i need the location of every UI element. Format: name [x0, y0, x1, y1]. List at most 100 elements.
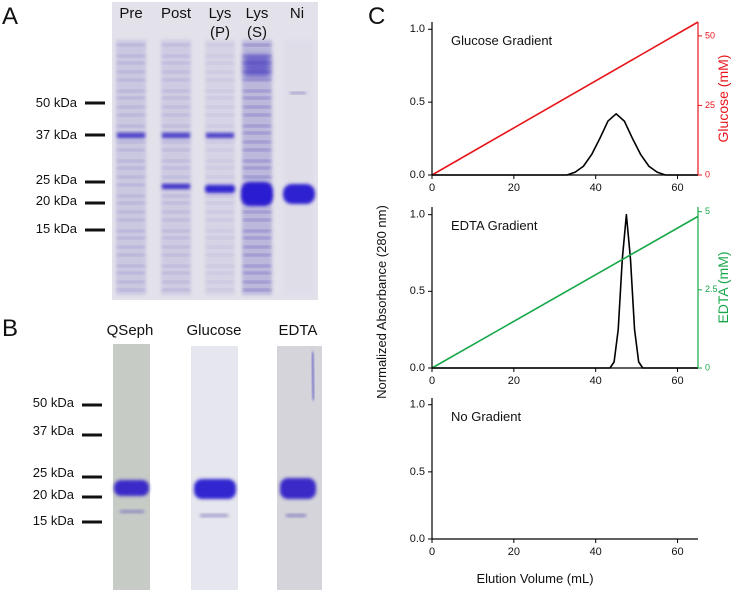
- faint-band: [117, 149, 145, 151]
- marker-label: 20 kDa: [33, 487, 75, 502]
- band: [283, 184, 315, 204]
- faint-band: [243, 97, 271, 99]
- faint-band: [117, 90, 145, 92]
- faint-band: [162, 97, 190, 99]
- annotation: No Gradient: [451, 409, 521, 424]
- faint-band: [206, 141, 234, 143]
- faint-band: [162, 114, 190, 116]
- faint-band: [117, 167, 145, 169]
- faint-band: [117, 160, 145, 162]
- faint-band: [162, 195, 190, 197]
- gel-b-lane: [277, 346, 322, 590]
- x-axis-label: Elution Volume (mL): [476, 571, 593, 586]
- x-tick-label: 20: [508, 375, 520, 387]
- faint-band: [206, 125, 234, 127]
- marker-label: 15 kDa: [36, 221, 78, 236]
- annotation: Glucose Gradient: [451, 33, 553, 48]
- lane-label: Lys: [246, 5, 269, 22]
- faint-band: [243, 79, 271, 81]
- marker-label: 37 kDa: [33, 423, 75, 438]
- faint-band: [243, 281, 271, 283]
- faint-band: [243, 237, 271, 239]
- faint-band: [206, 106, 234, 108]
- faint-band: [243, 160, 271, 162]
- faint-band: [243, 125, 271, 127]
- marker-label: 37 kDa: [36, 127, 78, 142]
- faint-band: [117, 246, 145, 248]
- faint-band: [206, 71, 234, 73]
- faint-band: [162, 265, 190, 267]
- band: [290, 92, 306, 94]
- x-tick-label: 60: [671, 375, 683, 387]
- x-tick-label: 0: [429, 375, 435, 387]
- marker-label: 50 kDa: [33, 395, 75, 410]
- data-line: [431, 215, 699, 369]
- faint-band: [117, 106, 145, 108]
- data-line: [432, 113, 698, 176]
- faint-band: [162, 106, 190, 108]
- faint-band: [117, 272, 145, 274]
- y-tick-label: 1.0: [410, 23, 425, 35]
- faint-band: [206, 289, 234, 291]
- faint-band: [206, 272, 234, 274]
- y-tick-label: 0.0: [410, 533, 425, 545]
- marker-ladder-b: [82, 403, 102, 524]
- y2-tick-label: 5: [705, 206, 710, 216]
- faint-band: [162, 219, 190, 221]
- faint-band: [117, 79, 145, 81]
- y2-axis-label: EDTA (mM): [715, 251, 731, 323]
- y2-tick-label: 50: [705, 30, 715, 40]
- faint-band: [243, 289, 271, 291]
- faint-band: [243, 265, 271, 267]
- lane-label: (P): [210, 24, 230, 41]
- marker-label: 25 kDa: [33, 465, 75, 480]
- faint-band: [162, 79, 190, 81]
- y-tick-label: 0.0: [410, 169, 425, 181]
- faint-band: [206, 97, 234, 99]
- y-tick-label: 0.0: [410, 362, 425, 374]
- faint-band: [162, 149, 190, 151]
- faint-band: [243, 149, 271, 151]
- band: [162, 184, 190, 189]
- faint-band: [206, 160, 234, 162]
- faint-band: [117, 141, 145, 143]
- faint-band: [162, 55, 190, 57]
- x-tick-label: 0: [429, 182, 435, 194]
- faint-band: [243, 114, 271, 116]
- faint-band: [162, 90, 190, 92]
- faint-band: [206, 44, 234, 46]
- faint-band: [243, 246, 271, 248]
- band: [205, 185, 235, 193]
- faint-band: [162, 281, 190, 283]
- faint-band: [206, 90, 234, 92]
- y-axis-label: Normalized Absorbance (280 nm): [374, 205, 389, 399]
- faint-band: [162, 246, 190, 248]
- faint-band: [243, 167, 271, 169]
- x-tick-label: 40: [590, 375, 602, 387]
- faint-band: [117, 202, 145, 204]
- lane-label: Post: [161, 5, 192, 22]
- gel-b-lane: [191, 346, 238, 590]
- marker-label: 15 kDa: [33, 513, 75, 528]
- faint-band: [117, 71, 145, 73]
- faint-band: [243, 230, 271, 232]
- faint-band: [162, 272, 190, 274]
- faint-band: [117, 176, 145, 178]
- lane-label: QSeph: [107, 322, 154, 339]
- panel-label: B: [2, 315, 18, 342]
- x-tick-label: 60: [671, 182, 683, 194]
- lane-label: EDTA: [279, 322, 318, 339]
- faint-band: [117, 219, 145, 221]
- faint-band: [206, 167, 234, 169]
- x-tick-label: 60: [671, 546, 683, 558]
- x-tick-label: 20: [508, 182, 520, 194]
- faint-band: [117, 114, 145, 116]
- band: [241, 182, 273, 206]
- band: [206, 133, 234, 138]
- faint-band: [117, 254, 145, 256]
- y-tick-label: 1.0: [410, 209, 425, 221]
- faint-band: [206, 265, 234, 267]
- faint-band: [206, 149, 234, 151]
